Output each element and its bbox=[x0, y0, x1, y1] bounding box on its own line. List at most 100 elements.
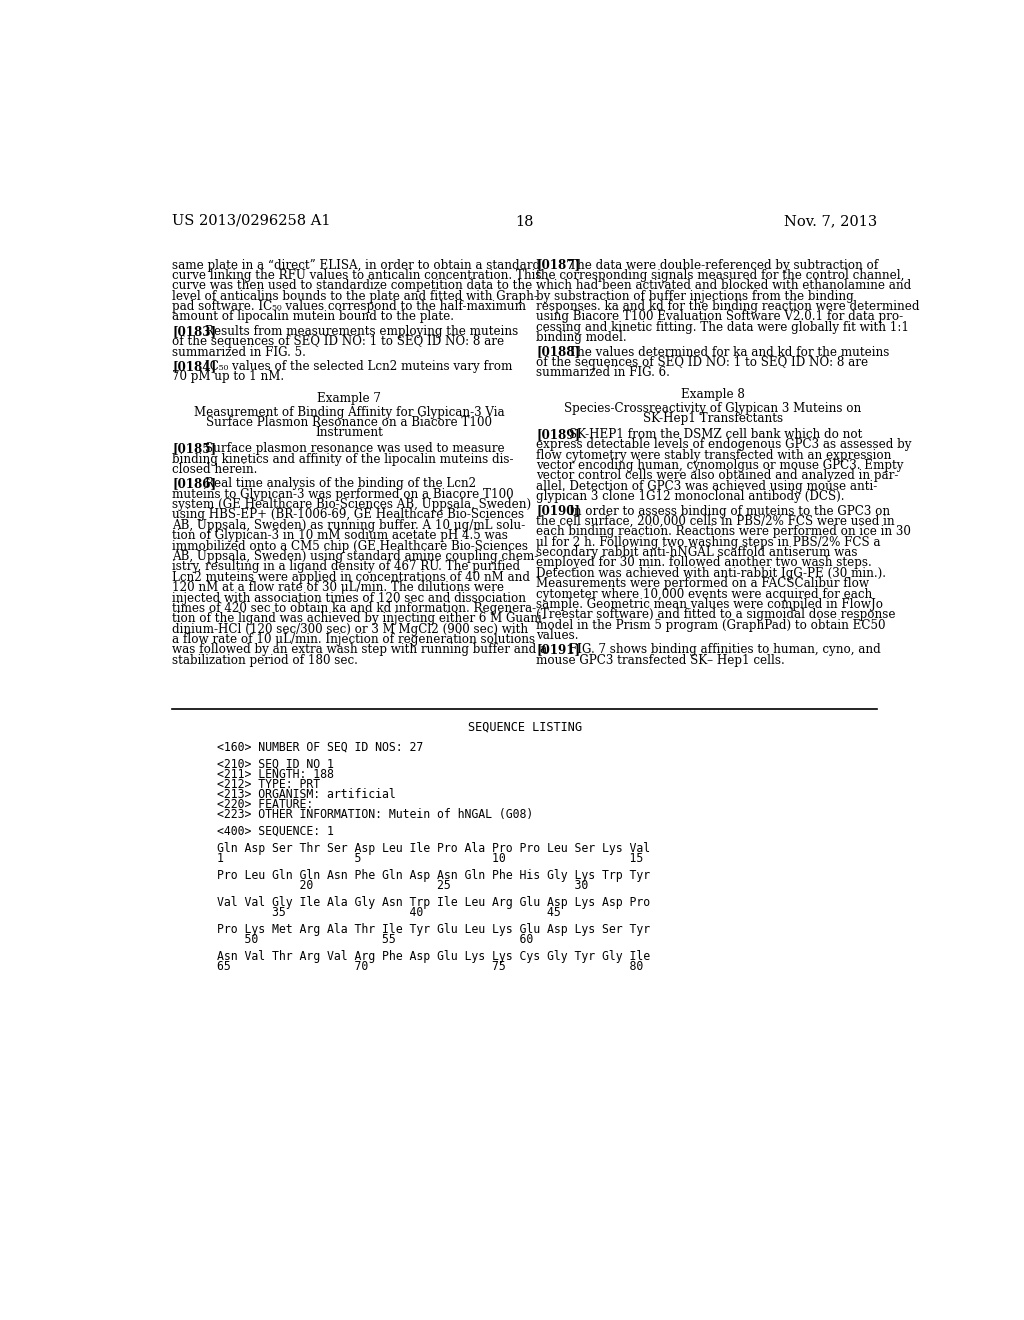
Text: of the sequences of SEQ ID NO: 1 to SEQ ID NO: 8 are: of the sequences of SEQ ID NO: 1 to SEQ … bbox=[537, 356, 868, 368]
Text: (Treestar software) and fitted to a sigmoidal dose response: (Treestar software) and fitted to a sigm… bbox=[537, 609, 896, 622]
Text: a flow rate of 10 μL/min. Injection of regeneration solutions: a flow rate of 10 μL/min. Injection of r… bbox=[172, 634, 536, 645]
Text: summarized in FIG. 6.: summarized in FIG. 6. bbox=[537, 367, 671, 379]
Text: [0189]: [0189] bbox=[537, 428, 581, 441]
Text: flow cytometry were stably transfected with an expression: flow cytometry were stably transfected w… bbox=[537, 449, 892, 462]
Text: using Biacore T100 Evaluation Software V2.0.1 for data pro-: using Biacore T100 Evaluation Software V… bbox=[537, 310, 903, 323]
Text: binding model.: binding model. bbox=[537, 331, 627, 345]
Text: closed herein.: closed herein. bbox=[172, 463, 258, 477]
Text: <160> NUMBER OF SEQ ID NOS: 27: <160> NUMBER OF SEQ ID NOS: 27 bbox=[217, 741, 423, 754]
Text: 20                  25                  30: 20 25 30 bbox=[217, 879, 589, 892]
Text: istry, resulting in a ligand density of 467 RU. The purified: istry, resulting in a ligand density of … bbox=[172, 560, 520, 573]
Text: The data were double-referenced by subtraction of: The data were double-referenced by subtr… bbox=[569, 259, 879, 272]
Text: Gln Asp Ser Thr Ser Asp Leu Ile Pro Ala Pro Pro Leu Ser Lys Val: Gln Asp Ser Thr Ser Asp Leu Ile Pro Ala … bbox=[217, 842, 650, 854]
Text: 120 nM at a flow rate of 30 μL/min. The dilutions were: 120 nM at a flow rate of 30 μL/min. The … bbox=[172, 581, 504, 594]
Text: 1                   5                   10                  15: 1 5 10 15 bbox=[217, 851, 643, 865]
Text: pad software. IC₅₀ values correspond to the half-maximum: pad software. IC₅₀ values correspond to … bbox=[172, 300, 526, 313]
Text: was followed by an extra wash step with running buffer and a: was followed by an extra wash step with … bbox=[172, 644, 547, 656]
Text: sample. Geometric mean values were compiled in FlowJo: sample. Geometric mean values were compi… bbox=[537, 598, 884, 611]
Text: Instrument: Instrument bbox=[315, 426, 383, 440]
Text: Real time analysis of the binding of the Lcn2: Real time analysis of the binding of the… bbox=[205, 478, 476, 490]
Text: allel. Detection of GPC3 was achieved using mouse anti-: allel. Detection of GPC3 was achieved us… bbox=[537, 480, 878, 492]
Text: of the sequences of SEQ ID NO: 1 to SEQ ID NO: 8 are: of the sequences of SEQ ID NO: 1 to SEQ … bbox=[172, 335, 504, 348]
Text: Species-Crossreactivity of Glypican 3 Muteins on: Species-Crossreactivity of Glypican 3 Mu… bbox=[564, 401, 862, 414]
Text: <220> FEATURE:: <220> FEATURE: bbox=[217, 797, 313, 810]
Text: summarized in FIG. 5.: summarized in FIG. 5. bbox=[172, 346, 306, 359]
Text: secondary rabbit anti-hNGAL scaffold antiserum was: secondary rabbit anti-hNGAL scaffold ant… bbox=[537, 546, 858, 560]
Text: <212> TYPE: PRT: <212> TYPE: PRT bbox=[217, 777, 321, 791]
Text: <223> OTHER INFORMATION: Mutein of hNGAL (G08): <223> OTHER INFORMATION: Mutein of hNGAL… bbox=[217, 808, 534, 821]
Text: 35                  40                  45: 35 40 45 bbox=[217, 906, 561, 919]
Text: [0184]: [0184] bbox=[172, 360, 216, 372]
Text: cessing and kinetic fitting. The data were globally fit with 1:1: cessing and kinetic fitting. The data we… bbox=[537, 321, 909, 334]
Text: express detectable levels of endogenous GPC3 as assessed by: express detectable levels of endogenous … bbox=[537, 438, 912, 451]
Text: cytometer where 10,000 events were acquired for each: cytometer where 10,000 events were acqui… bbox=[537, 587, 872, 601]
Text: <213> ORGANISM: artificial: <213> ORGANISM: artificial bbox=[217, 788, 396, 801]
Text: injected with association times of 120 sec and dissociation: injected with association times of 120 s… bbox=[172, 591, 526, 605]
Text: [0191]: [0191] bbox=[537, 644, 581, 656]
Text: <210> SEQ ID NO 1: <210> SEQ ID NO 1 bbox=[217, 758, 334, 771]
Text: [0190]: [0190] bbox=[537, 504, 581, 517]
Text: SK-Hep1 Transfectants: SK-Hep1 Transfectants bbox=[643, 412, 783, 425]
Text: times of 420 sec to obtain ka and kd information. Regenera-: times of 420 sec to obtain ka and kd inf… bbox=[172, 602, 537, 615]
Text: responses. ka and kd for the binding reaction were determined: responses. ka and kd for the binding rea… bbox=[537, 300, 920, 313]
Text: AB, Uppsala, Sweden) as running buffer. A 10 μg/mL solu-: AB, Uppsala, Sweden) as running buffer. … bbox=[172, 519, 525, 532]
Text: SEQUENCE LISTING: SEQUENCE LISTING bbox=[468, 721, 582, 734]
Text: tion of the ligand was achieved by injecting either 6 M Guani-: tion of the ligand was achieved by injec… bbox=[172, 612, 546, 626]
Text: Nov. 7, 2013: Nov. 7, 2013 bbox=[784, 214, 878, 228]
Text: FIG. 7 shows binding affinities to human, cyno, and: FIG. 7 shows binding affinities to human… bbox=[569, 644, 881, 656]
Text: level of anticalins bounds to the plate and fitted with Graph-: level of anticalins bounds to the plate … bbox=[172, 289, 538, 302]
Text: glypican 3 clone 1G12 monoclonal antibody (DCS).: glypican 3 clone 1G12 monoclonal antibod… bbox=[537, 490, 845, 503]
Text: 70 pM up to 1 nM.: 70 pM up to 1 nM. bbox=[172, 370, 285, 383]
Text: vector encoding human, cynomolgus or mouse GPC3. Empty: vector encoding human, cynomolgus or mou… bbox=[537, 459, 904, 473]
Text: The values determined for ka and kd for the muteins: The values determined for ka and kd for … bbox=[569, 346, 890, 359]
Text: same plate in a “direct” ELISA, in order to obtain a standard: same plate in a “direct” ELISA, in order… bbox=[172, 259, 541, 272]
Text: binding kinetics and affinity of the lipocalin muteins dis-: binding kinetics and affinity of the lip… bbox=[172, 453, 514, 466]
Text: Val Val Gly Ile Ala Gly Asn Trp Ile Leu Arg Glu Asp Lys Asp Pro: Val Val Gly Ile Ala Gly Asn Trp Ile Leu … bbox=[217, 896, 650, 908]
Text: mouse GPC3 transfected SK– Hep1 cells.: mouse GPC3 transfected SK– Hep1 cells. bbox=[537, 653, 785, 667]
Text: using HBS-EP+ (BR-1006-69, GE Healthcare Bio-Sciences: using HBS-EP+ (BR-1006-69, GE Healthcare… bbox=[172, 508, 524, 521]
Text: Surface plasmon resonance was used to measure: Surface plasmon resonance was used to me… bbox=[205, 442, 505, 455]
Text: stabilization period of 180 sec.: stabilization period of 180 sec. bbox=[172, 653, 358, 667]
Text: Measurements were performed on a FACSCalibur flow: Measurements were performed on a FACSCal… bbox=[537, 577, 869, 590]
Text: IC₅₀ values of the selected Lcn2 muteins vary from: IC₅₀ values of the selected Lcn2 muteins… bbox=[205, 360, 512, 372]
Text: Lcn2 muteins were applied in concentrations of 40 nM and: Lcn2 muteins were applied in concentrati… bbox=[172, 570, 530, 583]
Text: Example 7: Example 7 bbox=[317, 392, 381, 405]
Text: [0185]: [0185] bbox=[172, 442, 216, 455]
Text: curve linking the RFU values to anticalin concentration. This: curve linking the RFU values to anticali… bbox=[172, 269, 542, 282]
Text: Results from measurements employing the muteins: Results from measurements employing the … bbox=[205, 325, 518, 338]
Text: values.: values. bbox=[537, 630, 579, 643]
Text: Detection was achieved with anti-rabbit IgG-PE (30 min.).: Detection was achieved with anti-rabbit … bbox=[537, 566, 887, 579]
Text: 65                  70                  75                  80: 65 70 75 80 bbox=[217, 960, 643, 973]
Text: dinium-HCl (120 sec/300 sec) or 3 M MgCl2 (900 sec) with: dinium-HCl (120 sec/300 sec) or 3 M MgCl… bbox=[172, 623, 528, 636]
Text: Pro Lys Met Arg Ala Thr Ile Tyr Glu Leu Lys Glu Asp Lys Ser Tyr: Pro Lys Met Arg Ala Thr Ile Tyr Glu Leu … bbox=[217, 923, 650, 936]
Text: 50                  55                  60: 50 55 60 bbox=[217, 933, 534, 946]
Text: In order to assess binding of muteins to the GPC3 on: In order to assess binding of muteins to… bbox=[569, 504, 890, 517]
Text: [0183]: [0183] bbox=[172, 325, 216, 338]
Text: 18: 18 bbox=[515, 215, 535, 230]
Text: which had been activated and blocked with ethanolamine and: which had been activated and blocked wit… bbox=[537, 280, 911, 292]
Text: Surface Plasmon Resonance on a Biacore T100: Surface Plasmon Resonance on a Biacore T… bbox=[206, 416, 492, 429]
Text: SK-HEP1 from the DSMZ cell bank which do not: SK-HEP1 from the DSMZ cell bank which do… bbox=[569, 428, 862, 441]
Text: employed for 30 min. followed another two wash steps.: employed for 30 min. followed another tw… bbox=[537, 557, 872, 569]
Text: μl for 2 h. Following two washing steps in PBS/2% FCS a: μl for 2 h. Following two washing steps … bbox=[537, 536, 881, 549]
Text: Pro Leu Gln Gln Asn Phe Gln Asp Asn Gln Phe His Gly Lys Trp Tyr: Pro Leu Gln Gln Asn Phe Gln Asp Asn Gln … bbox=[217, 869, 650, 882]
Text: curve was then used to standardize competition data to the: curve was then used to standardize compe… bbox=[172, 280, 532, 292]
Text: Measurement of Binding Affinity for Glypican-3 Via: Measurement of Binding Affinity for Glyp… bbox=[194, 405, 504, 418]
Text: <400> SEQUENCE: 1: <400> SEQUENCE: 1 bbox=[217, 825, 334, 838]
Text: muteins to Glypican-3 was performed on a Biacore T100: muteins to Glypican-3 was performed on a… bbox=[172, 487, 514, 500]
Text: AB, Uppsala, Sweden) using standard amine coupling chem-: AB, Uppsala, Sweden) using standard amin… bbox=[172, 550, 539, 562]
Text: <211> LENGTH: 188: <211> LENGTH: 188 bbox=[217, 768, 334, 780]
Text: US 2013/0296258 A1: US 2013/0296258 A1 bbox=[172, 214, 331, 228]
Text: the corresponding signals measured for the control channel,: the corresponding signals measured for t… bbox=[537, 269, 905, 282]
Text: [0186]: [0186] bbox=[172, 478, 216, 490]
Text: immobilized onto a CM5 chip (GE Healthcare Bio-Sciences: immobilized onto a CM5 chip (GE Healthca… bbox=[172, 540, 528, 553]
Text: Asn Val Thr Arg Val Arg Phe Asp Glu Lys Lys Cys Gly Tyr Gly Ile: Asn Val Thr Arg Val Arg Phe Asp Glu Lys … bbox=[217, 950, 650, 962]
Text: by substraction of buffer injections from the binding: by substraction of buffer injections fro… bbox=[537, 289, 854, 302]
Text: the cell surface, 200,000 cells in PBS/2% FCS were used in: the cell surface, 200,000 cells in PBS/2… bbox=[537, 515, 895, 528]
Text: amount of lipocalin mutein bound to the plate.: amount of lipocalin mutein bound to the … bbox=[172, 310, 455, 323]
Text: tion of Glypican-3 in 10 mM sodium acetate pH 4.5 was: tion of Glypican-3 in 10 mM sodium aceta… bbox=[172, 529, 508, 543]
Text: Example 8: Example 8 bbox=[681, 388, 745, 401]
Text: system (GE Healthcare Bio-Sciences AB, Uppsala, Sweden): system (GE Healthcare Bio-Sciences AB, U… bbox=[172, 498, 531, 511]
Text: [0187]: [0187] bbox=[537, 259, 581, 272]
Text: each binding reaction. Reactions were performed on ice in 30: each binding reaction. Reactions were pe… bbox=[537, 525, 911, 539]
